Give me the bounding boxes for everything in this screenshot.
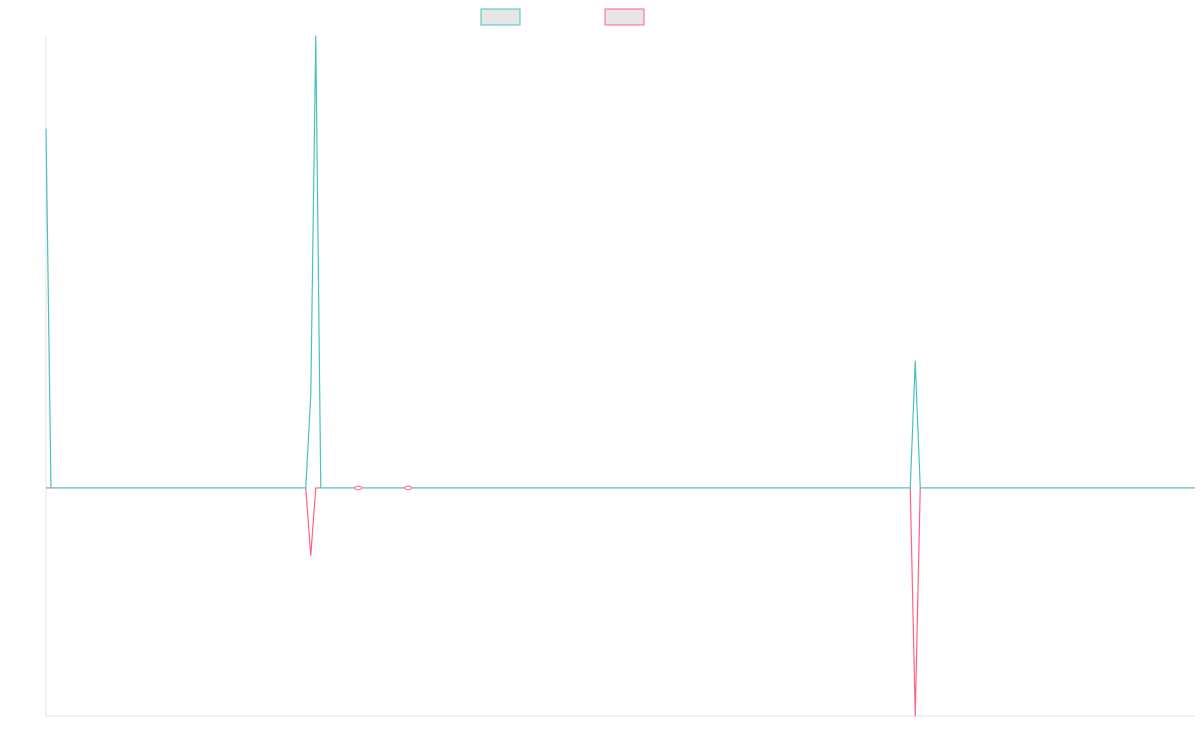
- legend-swatch-1[interactable]: [480, 8, 521, 26]
- point-marker-2: [404, 485, 413, 491]
- legend: [480, 8, 645, 26]
- axes: [45, 36, 1195, 717]
- series-layer: [45, 35, 1195, 717]
- series-line-1: [45, 35, 1195, 489]
- legend-swatch-2[interactable]: [604, 8, 645, 26]
- marker-layer: [354, 485, 413, 491]
- series-line-2: [46, 487, 1195, 717]
- point-marker-1: [354, 485, 363, 491]
